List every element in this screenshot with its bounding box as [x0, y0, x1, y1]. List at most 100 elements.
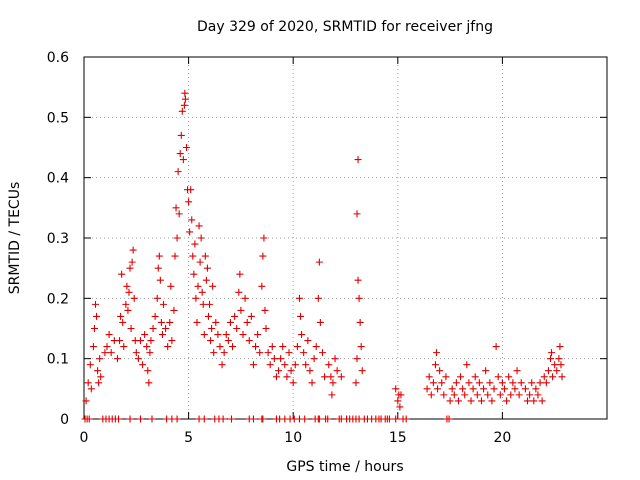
- data-point: [192, 294, 200, 302]
- data-point: [105, 331, 113, 339]
- data-point: [480, 385, 488, 393]
- data-point: [87, 385, 95, 393]
- data-point: [197, 234, 205, 242]
- data-point: [236, 270, 244, 278]
- data-point: [245, 337, 253, 345]
- data-points: [81, 89, 566, 423]
- data-point: [513, 367, 521, 375]
- data-point: [147, 337, 155, 345]
- data-point: [298, 331, 306, 339]
- data-point: [122, 300, 130, 308]
- x-tick-label: 5: [184, 430, 193, 446]
- x-tick-label: 0: [80, 430, 89, 446]
- data-point: [445, 415, 453, 423]
- data-point: [117, 312, 125, 320]
- data-point: [488, 397, 496, 405]
- data-point: [540, 373, 548, 381]
- data-point: [315, 258, 323, 266]
- data-point: [141, 331, 149, 339]
- data-point: [353, 355, 361, 363]
- data-point: [176, 150, 184, 158]
- data-point: [328, 391, 336, 399]
- data-point: [266, 361, 274, 369]
- data-point: [164, 343, 172, 351]
- data-point: [128, 258, 136, 266]
- data-point: [239, 331, 247, 339]
- data-point: [402, 415, 410, 423]
- data-point: [155, 252, 163, 260]
- data-point: [170, 306, 178, 314]
- data-point: [507, 391, 515, 399]
- data-point: [484, 391, 492, 399]
- data-point: [532, 385, 540, 393]
- data-point: [318, 349, 326, 357]
- data-point: [181, 95, 189, 103]
- data-point: [392, 385, 400, 393]
- data-point: [148, 415, 156, 423]
- data-point: [498, 379, 506, 387]
- data-point: [144, 367, 152, 375]
- axis-ticks: 0 0.1 0.2 0.3 0.4 0.5 0.6 0 5 10 15 20: [47, 50, 607, 446]
- data-point: [505, 373, 513, 381]
- data-point: [146, 349, 154, 357]
- data-point: [262, 325, 270, 332]
- data-point: [436, 367, 444, 375]
- data-point: [173, 234, 181, 242]
- data-point: [119, 318, 127, 326]
- data-point: [316, 318, 324, 326]
- data-point: [231, 312, 239, 320]
- data-point: [183, 144, 191, 151]
- data-point: [101, 349, 109, 357]
- y-tick-label: 0.4: [47, 171, 69, 187]
- data-point: [289, 379, 297, 387]
- data-point: [354, 156, 362, 164]
- data-point: [461, 391, 469, 399]
- data-point: [392, 415, 400, 423]
- data-point: [431, 361, 439, 369]
- y-tick-label: 0.3: [47, 231, 69, 247]
- data-point: [171, 252, 179, 260]
- data-point: [548, 349, 556, 357]
- data-point: [352, 379, 360, 387]
- data-point: [207, 337, 215, 345]
- data-point: [261, 306, 269, 314]
- data-point: [333, 367, 341, 375]
- data-point: [206, 300, 214, 308]
- data-point: [438, 379, 446, 387]
- data-point: [123, 282, 131, 290]
- data-point: [129, 246, 137, 254]
- data-point: [325, 361, 333, 369]
- data-point: [397, 391, 405, 399]
- data-point: [465, 379, 473, 387]
- data-point: [126, 264, 134, 272]
- y-tick-label: 0.1: [47, 352, 69, 368]
- data-point: [132, 349, 140, 357]
- y-tick-label: 0.6: [47, 50, 69, 66]
- data-point: [186, 228, 194, 236]
- data-point: [538, 397, 546, 405]
- data-point: [260, 234, 268, 242]
- data-point: [385, 415, 393, 423]
- data-point: [93, 312, 101, 320]
- data-point: [233, 325, 241, 332]
- data-point: [256, 349, 264, 357]
- data-point: [327, 373, 335, 381]
- grid: [84, 57, 607, 419]
- data-point: [490, 385, 498, 393]
- data-point: [125, 288, 133, 296]
- data-point: [331, 355, 339, 363]
- y-tick-label: 0.5: [47, 110, 69, 126]
- data-point: [281, 361, 289, 369]
- data-point: [302, 361, 310, 369]
- data-point: [467, 397, 475, 405]
- data-point: [187, 186, 195, 194]
- data-point: [193, 318, 201, 326]
- data-point: [304, 337, 312, 345]
- data-point: [454, 397, 462, 405]
- data-point: [515, 391, 523, 399]
- data-point: [270, 355, 278, 363]
- data-point: [314, 294, 322, 302]
- x-tick-label: 20: [493, 430, 511, 446]
- data-point: [283, 373, 291, 381]
- data-point: [429, 379, 437, 387]
